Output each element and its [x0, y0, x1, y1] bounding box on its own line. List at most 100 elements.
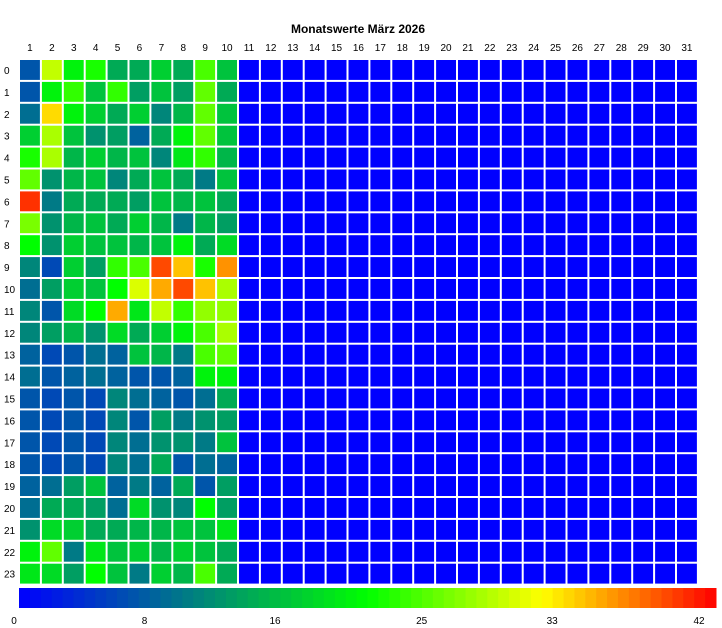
heatmap-cell — [523, 300, 544, 321]
heatmap-cell — [20, 103, 40, 124]
heatmap-cell — [501, 147, 522, 168]
y-tick-label: 18 — [4, 460, 16, 471]
colorbar-tick-label: 16 — [269, 616, 281, 627]
heatmap-cell — [458, 279, 478, 299]
heatmap-cell — [151, 344, 172, 365]
heatmap-cell — [173, 432, 194, 453]
heatmap-cell — [655, 476, 675, 496]
heatmap-cell — [85, 235, 106, 256]
heatmap-cell — [107, 235, 128, 256]
heatmap-cell — [239, 257, 259, 277]
x-tick-label: 16 — [353, 43, 365, 54]
heatmap-cell — [63, 563, 84, 584]
heatmap-cell — [567, 169, 588, 190]
heatmap-cell — [173, 344, 194, 365]
heatmap-cell — [414, 454, 435, 475]
colorbar-segment — [650, 588, 663, 608]
heatmap-cell — [63, 432, 84, 453]
colorbar-segment — [628, 588, 641, 608]
heatmap-cell — [195, 344, 216, 365]
heatmap-cell — [217, 541, 237, 562]
heatmap-cell — [63, 519, 84, 540]
heatmap-cell — [107, 213, 128, 234]
heatmap-cell — [260, 454, 281, 475]
heatmap-cell — [458, 344, 478, 365]
heatmap-cell — [348, 213, 369, 234]
heatmap-cell — [458, 476, 478, 496]
colorbar-segment — [694, 588, 706, 608]
colorbar-ticks: 0 8 16 25 33 42 — [11, 616, 705, 627]
heatmap-cell — [611, 103, 632, 124]
heatmap-cell — [545, 81, 566, 102]
heatmap-cell — [107, 388, 128, 409]
heatmap-cell — [633, 344, 654, 365]
heatmap-cell — [85, 410, 106, 431]
heatmap-cell — [129, 388, 150, 409]
y-tick-label: 20 — [4, 504, 16, 515]
heatmap-cell — [677, 410, 697, 431]
heatmap-cell — [239, 388, 259, 409]
heatmap-cell — [151, 235, 172, 256]
x-tick-label: 9 — [202, 43, 208, 54]
heatmap-cell — [260, 322, 281, 343]
heatmap-cell — [173, 81, 194, 102]
x-tick-label: 23 — [506, 43, 518, 54]
heatmap-cell — [479, 257, 500, 277]
colorbar-tick-label: 0 — [11, 616, 17, 627]
heatmap-cell — [523, 344, 544, 365]
heatmap-cell — [414, 410, 435, 431]
heatmap-cell — [370, 213, 391, 234]
heatmap-cell — [589, 388, 610, 409]
heatmap-cell — [523, 213, 544, 234]
heatmap-cell — [633, 279, 654, 299]
heatmap-cell — [611, 169, 632, 190]
colorbar-segment — [182, 588, 194, 608]
heatmap-cell — [677, 476, 697, 496]
heatmap-cell — [655, 410, 675, 431]
heatmap-cell — [414, 60, 435, 80]
colorbar-segment — [138, 588, 151, 608]
heatmap-cell — [173, 519, 194, 540]
heatmap-cell — [195, 103, 216, 124]
heatmap-cell — [479, 300, 500, 321]
colorbar-segment — [519, 588, 532, 608]
heatmap-cell — [239, 300, 259, 321]
heatmap-cell — [260, 541, 281, 562]
colorbar-segment — [607, 588, 619, 608]
heatmap-cell — [545, 191, 566, 212]
colorbar-segment — [661, 588, 673, 608]
heatmap-cell — [282, 191, 303, 212]
heatmap-cell — [392, 563, 413, 584]
heatmap-cell — [414, 563, 435, 584]
heatmap-cell — [173, 541, 194, 562]
heatmap-cell — [151, 519, 172, 540]
heatmap-cell — [348, 388, 369, 409]
heatmap-cell — [414, 213, 435, 234]
heatmap-cell — [370, 498, 391, 518]
heatmap-cell — [173, 257, 194, 277]
heatmap-cell — [282, 410, 303, 431]
heatmap-cell — [392, 519, 413, 540]
heatmap-cell — [260, 279, 281, 299]
heatmap-cell — [326, 103, 347, 124]
x-tick-label: 28 — [616, 43, 628, 54]
heatmap-cell — [348, 300, 369, 321]
heatmap-cell — [129, 498, 150, 518]
colorbar-segment — [432, 588, 445, 608]
heatmap-cell — [567, 81, 588, 102]
heatmap-cell — [239, 541, 259, 562]
heatmap-cell — [20, 235, 40, 256]
heatmap-cell — [370, 563, 391, 584]
heatmap-cell — [20, 344, 40, 365]
heatmap-cell — [260, 235, 281, 256]
heatmap-cell — [392, 300, 413, 321]
heatmap-cell — [458, 235, 478, 256]
heatmap-cell — [41, 563, 62, 584]
heatmap-cell — [655, 300, 675, 321]
heatmap-cell — [129, 81, 150, 102]
heatmap-cell — [260, 410, 281, 431]
heatmap-cell — [151, 147, 172, 168]
y-tick-label: 14 — [4, 373, 16, 384]
heatmap-cell — [370, 60, 391, 80]
x-axis-ticks: 1 2 3 4 5 6 7 8 9 10 11 12 13 14 15 16 17 18 19 20 21 22 23 24 2… — [27, 43, 693, 54]
